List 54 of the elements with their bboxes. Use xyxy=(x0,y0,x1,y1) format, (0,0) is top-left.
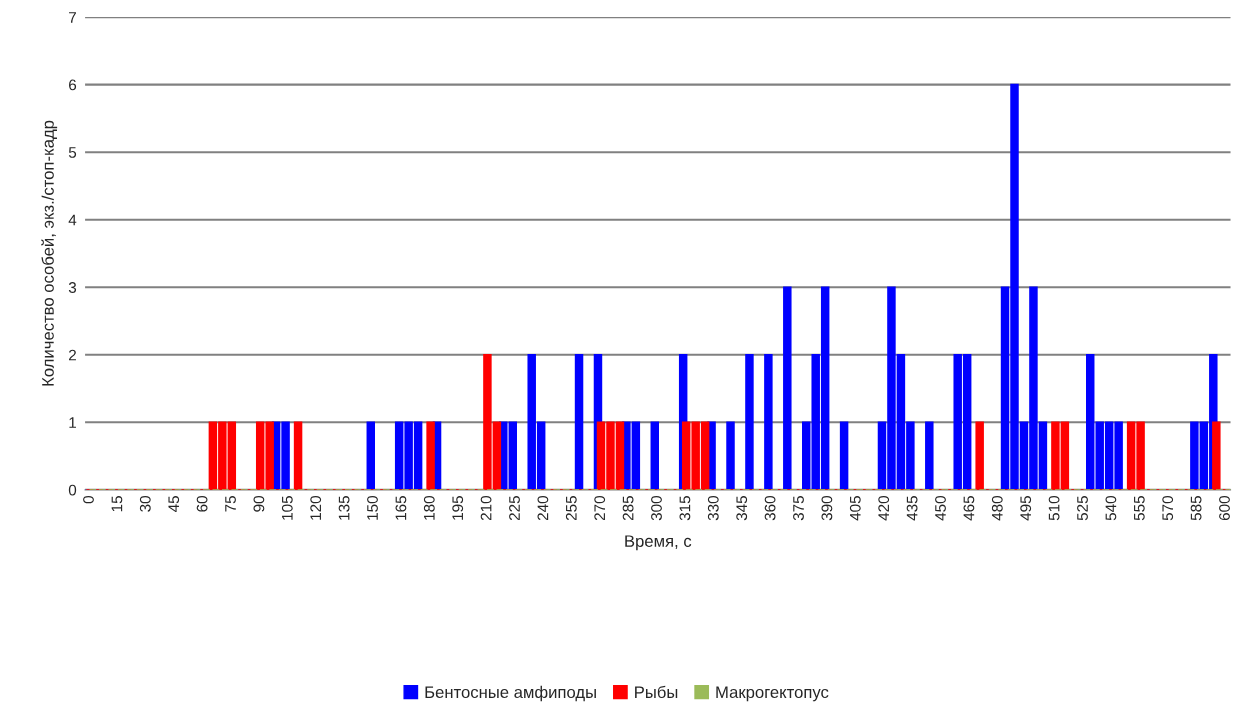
x-tick-label: 375 xyxy=(793,496,804,521)
x-tick-label: 180 xyxy=(423,495,435,520)
x-tick-label: 510 xyxy=(1048,495,1060,521)
x-tick-label: 390 xyxy=(821,495,833,521)
y-tick-label: 3 xyxy=(68,282,77,293)
x-tick-label: 210 xyxy=(480,495,492,521)
y-tick-label: 2 xyxy=(69,349,76,361)
x-tick-label: 360 xyxy=(764,495,776,521)
x-tick-label: 405 xyxy=(849,496,861,521)
x-tick-label: 420 xyxy=(878,495,890,521)
x-tick-label: 345 xyxy=(736,496,748,521)
x-tick-label: 525 xyxy=(1077,496,1088,521)
x-tick-label: 555 xyxy=(1134,496,1145,521)
x-tick-label: 315 xyxy=(679,496,691,521)
x-tick-label: 105 xyxy=(281,496,293,520)
x-tick-label: 15 xyxy=(111,496,123,512)
y-tick-label: 0 xyxy=(68,484,77,496)
x-tick-label: 570 xyxy=(1162,495,1174,521)
legend-label: Рыбы xyxy=(635,685,678,699)
x-tick-label: 90 xyxy=(253,495,265,512)
y-tick-label: 7 xyxy=(69,12,76,23)
x-tick-label: 540 xyxy=(1105,495,1117,521)
x-tick-label: 495 xyxy=(1020,496,1032,521)
x-tick-label: 480 xyxy=(991,495,1003,521)
x-tick-label: 465 xyxy=(963,496,975,521)
x-tick-label: 120 xyxy=(310,495,322,520)
x-tick-label: 75 xyxy=(225,496,236,512)
y-tick-label: 6 xyxy=(69,79,77,91)
y-tick-label: 4 xyxy=(68,214,77,226)
x-tick-label: 60 xyxy=(196,495,208,512)
x-tick-label: 225 xyxy=(509,496,520,521)
y-axis-title: Количество особей, экз./стоп-кадр xyxy=(41,120,58,386)
x-tick-label: 45 xyxy=(168,496,180,513)
x-axis-title: Время, с xyxy=(625,535,692,551)
x-tick-label: 450 xyxy=(935,495,946,521)
legend-label: Макрогектопус xyxy=(716,686,829,702)
x-tick-label: 435 xyxy=(906,496,918,521)
x-tick-label: 135 xyxy=(338,496,350,520)
x-tick-label: 285 xyxy=(622,496,634,521)
x-tick-label: 150 xyxy=(367,495,378,520)
x-tick-label: 600 xyxy=(1219,495,1230,521)
x-tick-label: 255 xyxy=(565,496,577,521)
x-tick-label: 585 xyxy=(1190,496,1202,521)
x-tick-label: 165 xyxy=(395,496,407,520)
y-tick-label: 1 xyxy=(69,417,76,428)
legend-label: Бентосные амфиподы xyxy=(425,685,596,702)
x-tick-label: 300 xyxy=(651,495,662,521)
x-tick-label: 270 xyxy=(594,495,606,521)
x-tick-label: 30 xyxy=(139,495,151,512)
x-tick-label: 240 xyxy=(537,495,549,521)
x-tick-label: 195 xyxy=(452,496,464,520)
x-tick-label: 0 xyxy=(83,495,94,504)
y-tick-label: 5 xyxy=(68,147,77,158)
x-tick-label: 330 xyxy=(707,495,719,521)
